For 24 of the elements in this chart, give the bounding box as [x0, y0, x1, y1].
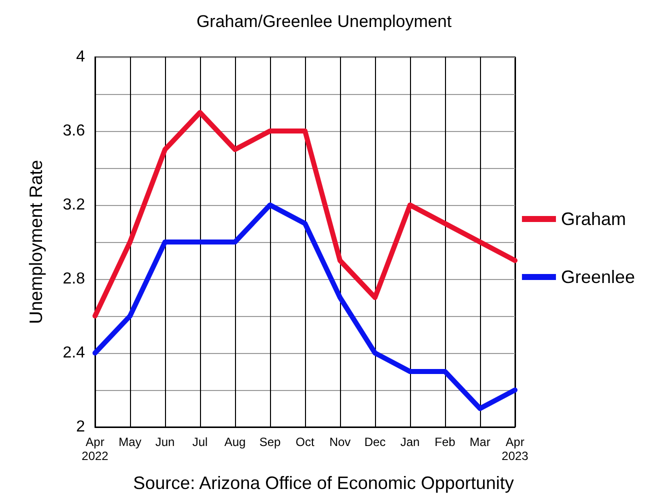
y-tick-label: 2.8	[62, 270, 86, 288]
source-note: Source: Arizona Office of Economic Opportunity	[133, 473, 514, 493]
x-tick-label: Oct	[296, 435, 315, 449]
x-tick-label: Sep	[259, 435, 281, 449]
x-tick-label: Aug	[224, 435, 246, 449]
x-tick-label: Jun	[155, 435, 175, 449]
y-tick-label: 2.4	[62, 344, 86, 362]
legend-label: Greenlee	[560, 267, 636, 287]
x-tick-label: Apr 2023	[502, 435, 529, 463]
x-tick-label: Nov	[329, 435, 351, 449]
x-tick-label: May	[118, 435, 142, 449]
legend-label: Graham	[560, 209, 626, 229]
x-tick-label: Apr 2022	[82, 435, 109, 463]
x-tick-label: Feb	[434, 435, 456, 449]
x-tick-label: Jan	[400, 435, 420, 449]
x-tick-label: Jul	[192, 435, 208, 449]
y-tick-label: 4	[76, 48, 86, 66]
y-tick-label: 2	[76, 418, 86, 436]
chart-title: Graham/Greenlee Unemployment	[196, 12, 452, 31]
y-axis-title: Unemployment Rate	[26, 160, 46, 324]
x-tick-label: Dec	[364, 435, 386, 449]
x-tick-label: Mar	[470, 435, 490, 449]
y-tick-label: 3.6	[62, 122, 86, 140]
y-tick-label: 3.2	[62, 196, 86, 214]
